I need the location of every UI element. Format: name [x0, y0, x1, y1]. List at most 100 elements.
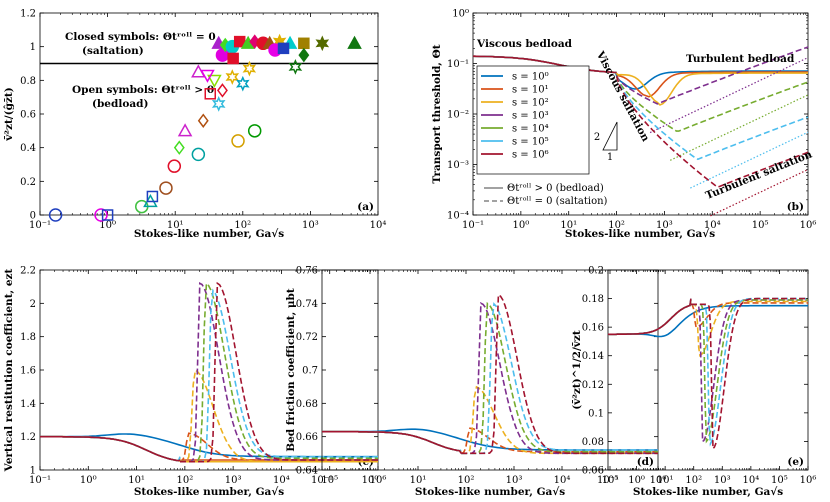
- panel-label: (d): [637, 456, 654, 468]
- annotation-closed-symbols: Closed symbols: Θtʳᵒˡˡ = 0: [65, 31, 216, 43]
- legend-label: s = 10⁵: [512, 137, 549, 148]
- series-line-6: [40, 435, 181, 462]
- y-tick-label: 2.2: [20, 266, 36, 277]
- y-axis-label: v̄²zt/(ĝz̄t): [2, 87, 15, 141]
- marker-square: [227, 52, 239, 65]
- marker-hexagram: [315, 35, 330, 52]
- marker-circle: [231, 134, 245, 148]
- plot-frame: [607, 269, 809, 471]
- x-tick-label: 10³: [714, 475, 731, 486]
- panel-d-chart: 10⁻¹ 10⁰ 10¹ 10² 10³ 10⁴ 10⁵ 10⁶ 0.64 0.66 0.68 0.7…: [285, 266, 666, 499]
- legend-label: s = 10⁰: [512, 72, 549, 83]
- x-axis-label: Stokes-like number, Ga√s: [134, 228, 284, 240]
- marker-diamond: [173, 140, 185, 155]
- x-tick-label: 10⁴: [273, 475, 290, 486]
- x-axis-label: Stokes-like number, Ga√s: [134, 486, 284, 498]
- series-dash-6: [690, 297, 808, 451]
- y-tick-label: 1.8: [20, 332, 36, 343]
- annotation-open-symbols: Open symbols: Θtʳᵒˡˡ > 0: [72, 84, 214, 96]
- x-axis-label: Stokes-like number, Ga√s: [415, 486, 565, 498]
- y-tick-label: 10⁻²: [447, 110, 469, 121]
- marker-triangle: [347, 35, 362, 49]
- series-dash-1: [460, 427, 658, 455]
- x-tick-label: 10⁴: [704, 220, 721, 231]
- x-tick-label: 10⁵: [321, 475, 338, 486]
- y-tick-label: 1.4: [20, 399, 36, 410]
- marker-triangle-down: [200, 69, 215, 83]
- y-tick-label: 0.74: [296, 299, 318, 310]
- y-axis-label: (v̄²zt)^1/2/v̄zt: [571, 330, 583, 410]
- marker-square: [101, 209, 114, 221]
- x-axis-label: Stokes-like number, Ga√s: [565, 228, 715, 240]
- panel-label: (b): [787, 201, 804, 213]
- x-tick-label: 10⁻¹: [597, 475, 619, 486]
- legend-style-solid-label: Θtʳᵒˡˡ > 0 (bedload): [507, 183, 604, 194]
- series-dot-6: [710, 168, 809, 217]
- y-tick-label: 0.68: [296, 399, 318, 410]
- legend-label: s = 10³: [512, 111, 549, 122]
- x-tick-label: 10¹: [560, 220, 577, 231]
- series-dash-4: [615, 75, 809, 132]
- y-tick-label: 0.72: [296, 332, 318, 343]
- panel-a-chart: 10⁻¹ 10⁰ 10¹ 10² 10³ 10⁴ 0 0.2 0.4 0.6 0.8 1 1.2 (a) C…: [2, 9, 386, 241]
- x-tick-label: 10⁵: [602, 475, 619, 486]
- y-tick-label: 0.76: [296, 266, 318, 277]
- annotation-bedload: (bedload): [92, 98, 148, 110]
- y-tick-label: 10⁻⁴: [447, 211, 469, 222]
- x-tick-label: 10³: [225, 475, 242, 486]
- y-tick-label: 10⁰: [452, 9, 469, 20]
- panel-label: (a): [357, 201, 374, 213]
- marker-circle: [94, 208, 108, 222]
- marker-circle: [191, 147, 206, 162]
- y-tick-label: 1: [30, 466, 36, 477]
- x-tick-label: 10⁶: [800, 220, 817, 231]
- y-tick-label: 1.6: [20, 366, 36, 377]
- marker-hexagram: [211, 96, 226, 112]
- marker-circle: [215, 48, 230, 62]
- series-dash-4: [461, 301, 658, 455]
- legend-style-dash-label: Θtʳᵒˡˡ = 0 (saltation): [507, 196, 608, 207]
- marker-hexagram: [235, 75, 250, 92]
- annotation-saltation: (saltation): [82, 45, 144, 57]
- marker-square: [233, 35, 246, 48]
- legend-label: s = 10⁴: [512, 124, 549, 135]
- panel-label: (e): [787, 456, 804, 468]
- x-tick-label: 10⁶: [370, 475, 387, 486]
- series-line-6: [472, 55, 617, 74]
- y-tick-label: 2: [30, 299, 36, 310]
- x-tick-label: 10⁰: [628, 475, 645, 486]
- y-tick-label: 10⁻³: [447, 160, 469, 171]
- marker-square: [204, 88, 217, 100]
- panel-c-chart: 10⁻¹ 10⁰ 10¹ 10² 10³ 10⁴ 10⁵ 10⁶ 1 1.2 1.4 1.6 1.8 2 2…: [3, 266, 386, 499]
- y-tick-label: 0.1: [588, 408, 604, 419]
- x-tick-label: 10²: [176, 475, 193, 486]
- marker-triangle: [177, 123, 193, 137]
- legend-label: s = 10¹: [512, 85, 549, 96]
- y-tick-label: 0.12: [582, 380, 604, 391]
- marker-circle: [48, 208, 63, 222]
- y-tick-label: 0.06: [582, 466, 604, 477]
- series-dash-6: [180, 281, 378, 463]
- x-tick-label: 10⁻¹: [311, 475, 333, 486]
- x-tick-label: 10⁵: [771, 475, 788, 486]
- y-tick-label: 0.6: [20, 110, 36, 121]
- y-axis-label: Transport threshold, Θt: [431, 44, 443, 183]
- y-tick-label: 0.14: [582, 351, 604, 362]
- x-tick-label: 10¹: [657, 475, 674, 486]
- series-dash-1: [690, 302, 808, 329]
- x-tick-label: 10⁻¹: [462, 220, 484, 231]
- marker-diamond: [298, 47, 310, 63]
- x-tick-label: 10²: [685, 475, 702, 486]
- y-tick-label: 0.16: [582, 323, 604, 334]
- series-dash-5: [461, 302, 658, 455]
- series-dash-3: [615, 46, 809, 105]
- y-tick-label: 0.66: [296, 432, 318, 443]
- x-tick-label: 10⁴: [370, 220, 387, 231]
- y-tick-label: 1.2: [20, 432, 36, 443]
- marker-square: [277, 42, 290, 55]
- series-dash-2: [690, 300, 808, 357]
- x-tick-label: 10⁵: [752, 220, 769, 231]
- x-tick-label: 10⁴: [742, 475, 759, 486]
- y-tick-label: 0.18: [582, 294, 604, 305]
- x-tick-label: 10¹: [167, 220, 184, 231]
